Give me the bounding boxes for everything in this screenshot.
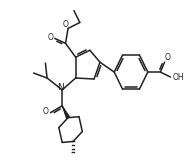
Text: ...: ... (70, 149, 76, 154)
Text: O: O (47, 33, 53, 42)
Text: N: N (57, 83, 64, 92)
Text: OH: OH (172, 72, 184, 82)
Text: O: O (63, 20, 68, 29)
Text: O: O (165, 53, 171, 62)
Text: O: O (43, 107, 48, 116)
Polygon shape (62, 106, 70, 119)
